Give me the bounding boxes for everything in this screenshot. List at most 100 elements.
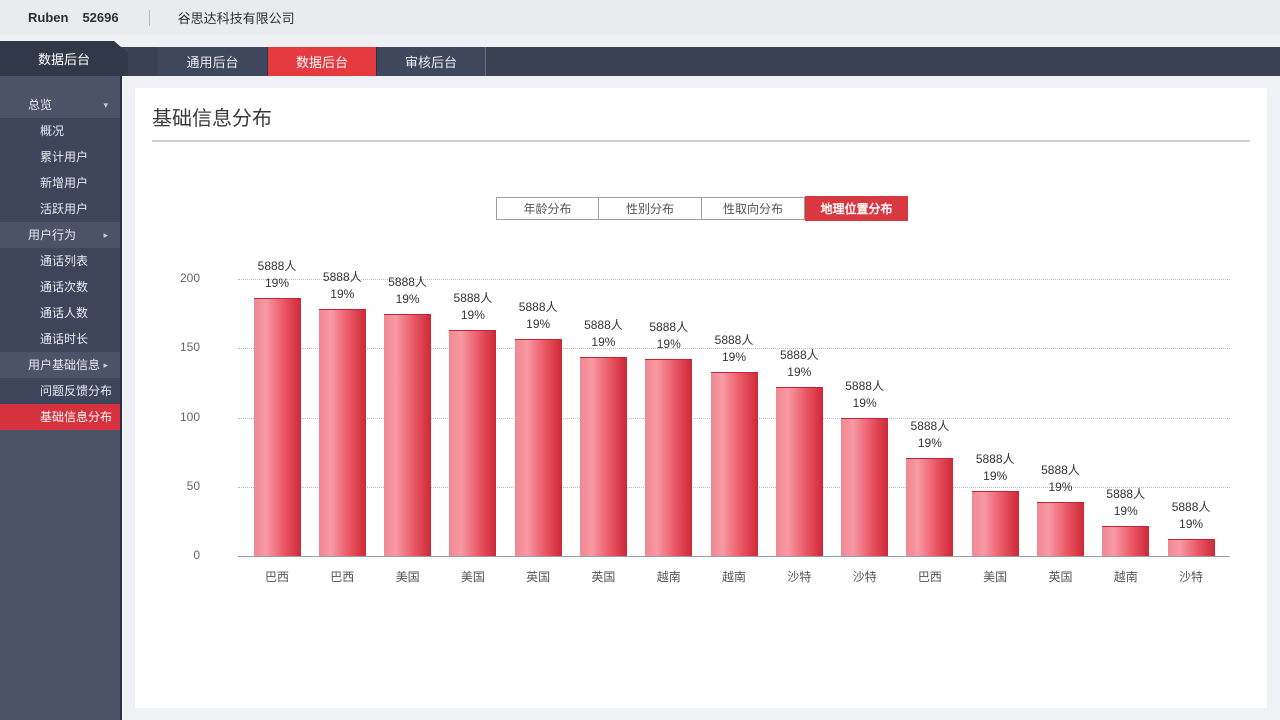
user-id: 52696: [82, 10, 119, 25]
bar[interactable]: [1102, 525, 1150, 556]
chevron-right-icon: ▸: [103, 360, 108, 370]
y-axis-tick-label: 50: [186, 478, 200, 493]
username: Ruben: [28, 10, 69, 25]
bar[interactable]: [645, 359, 693, 556]
chart-tab[interactable]: 性别分布: [599, 197, 702, 220]
bar-value-label: 5888人 19%: [498, 299, 578, 333]
sidebar-item[interactable]: 活跃用户: [0, 196, 120, 222]
sidebar-item[interactable]: 通话列表: [0, 248, 120, 274]
bar[interactable]: [579, 356, 627, 556]
x-axis-category-label: 英国: [1048, 570, 1073, 584]
bar-value-label: 5888人 19%: [563, 317, 643, 351]
sidebar-item[interactable]: 概况: [0, 118, 120, 144]
sidebar-item-label: 总览: [28, 98, 53, 112]
sidebar-item-label: 通话次数: [40, 280, 89, 294]
bar-count-label: 5888人: [322, 270, 362, 285]
bar-percent-label: 19%: [591, 334, 616, 349]
bar[interactable]: [449, 330, 497, 556]
x-axis-category-label: 沙特: [1179, 570, 1204, 584]
sidebar-item[interactable]: 总览 ▾: [0, 92, 120, 118]
chart-tab[interactable]: 地理位置分布: [805, 196, 908, 221]
bar[interactable]: [1036, 501, 1084, 556]
sidebar-item[interactable]: 新增用户: [0, 170, 120, 196]
company-name: 谷思达科技有限公司: [177, 11, 295, 26]
bar-count-label: 5888人: [257, 259, 297, 274]
bar-count-label: 5888人: [1106, 486, 1146, 501]
nav-tab[interactable]: 通用后台: [158, 47, 267, 76]
bar-percent-label: 19%: [787, 365, 812, 380]
bar-count-label: 5888人: [714, 332, 754, 347]
x-axis-category-label: 巴西: [330, 570, 355, 584]
chevron-right-icon: ▸: [103, 230, 108, 240]
gridline: [238, 279, 1230, 280]
bar-count-label: 5888人: [1171, 500, 1211, 515]
gridline: [238, 348, 1230, 350]
nav-tab[interactable]: 数据后台: [267, 47, 376, 76]
nav-tab[interactable]: 审核后台: [376, 47, 485, 76]
bar[interactable]: [906, 457, 954, 556]
x-axis-category-label: 巴西: [264, 570, 289, 584]
bar-percent-label: 19%: [526, 316, 551, 331]
bar-value-label: 5888人 19%: [825, 378, 905, 412]
y-axis-tick-label: 0: [193, 548, 200, 562]
sidebar-item[interactable]: 通话时长: [0, 326, 120, 352]
x-axis-category-label: 沙特: [787, 570, 812, 584]
x-axis-category-label: 巴西: [917, 570, 942, 584]
sidebar-item-label: 通话人数: [40, 306, 89, 320]
bar-percent-label: 19%: [722, 349, 747, 364]
x-axis-line: [238, 556, 1230, 557]
bar[interactable]: [1167, 539, 1215, 556]
bar[interactable]: [514, 338, 562, 556]
bar-count-label: 5888人: [1041, 462, 1080, 477]
sidebar-item[interactable]: 累计用户: [0, 144, 120, 170]
bar-count-label: 5888人: [910, 418, 950, 433]
sidebar: 总览 ▾ 概况 累计用户 新增用户 活跃用户 用户行为 ▸ 通话列表 通话次数 通话人数 通话时长 用户…: [0, 76, 122, 720]
bar-count-label: 5888人: [975, 451, 1015, 466]
bar-percent-label: 19%: [460, 308, 485, 323]
bar-value-label: 5888人 19%: [302, 269, 382, 303]
sidebar-item-label: 通话时长: [40, 332, 89, 346]
sidebar-item-label: 概况: [40, 124, 65, 138]
y-axis-tick-label: 150: [179, 340, 200, 355]
chart-tab[interactable]: 年龄分布: [496, 197, 599, 220]
bar[interactable]: [253, 298, 301, 556]
bar-value-label: 5888人 19%: [1086, 486, 1166, 520]
bar-percent-label: 19%: [983, 468, 1008, 483]
sidebar-item[interactable]: 通话次数: [0, 274, 120, 300]
bar-value-label: 5888人 19%: [759, 347, 839, 381]
bar[interactable]: [710, 371, 758, 556]
bar[interactable]: [318, 309, 366, 556]
bar-value-label: 5888人 19%: [368, 274, 448, 308]
bar-count-label: 5888人: [453, 291, 493, 306]
sidebar-item-label: 用户行为: [28, 228, 77, 242]
sidebar-item-label: 通话列表: [40, 254, 89, 268]
sidebar-item[interactable]: 基础信息分布: [0, 404, 120, 430]
bar[interactable]: [384, 313, 432, 556]
bar-count-label: 5888人: [518, 299, 558, 314]
bar-percent-label: 19%: [330, 287, 355, 302]
bar-percent-label: 19%: [656, 337, 681, 352]
bar-value-label: 5888人 19%: [1151, 499, 1231, 533]
sidebar-item[interactable]: 问题反馈分布: [0, 378, 120, 404]
sidebar-menu: 总览 ▾ 概况 累计用户 新增用户 活跃用户 用户行为 ▸ 通话列表 通话次数 通话人数 通话时长 用户…: [0, 92, 120, 430]
bar-chart: 0 50 100 150 200 5888人 19% 巴西 5888人 19% 巴西 5888人 19%…: [135, 88, 1267, 708]
bar-value-label: 5888人 19%: [955, 451, 1035, 485]
bar-count-label: 5888人: [845, 378, 884, 393]
sidebar-item[interactable]: 用户基础信息 ▸: [0, 352, 120, 378]
sidebar-item[interactable]: 通话人数: [0, 300, 120, 326]
bar-percent-label: 19%: [1179, 517, 1204, 532]
bar-percent-label: 19%: [395, 291, 420, 306]
bar-percent-label: 19%: [917, 435, 942, 450]
sidebar-item[interactable]: 用户行为 ▸: [0, 222, 120, 248]
sidebar-item-label: 问题反馈分布: [40, 384, 113, 398]
bar[interactable]: [971, 490, 1019, 556]
bar[interactable]: [841, 417, 889, 556]
x-axis-category-label: 英国: [526, 570, 551, 584]
x-axis-category-label: 美国: [460, 570, 485, 584]
chart-tabs: 年龄分布 性别分布 性取向分布 地理位置分布: [496, 196, 908, 221]
bar[interactable]: [775, 387, 823, 556]
chart-tab[interactable]: 性取向分布: [702, 197, 805, 220]
page-title: 基础信息分布: [152, 108, 272, 130]
bar-count-label: 5888人: [649, 320, 689, 335]
sidebar-item-label: 累计用户: [40, 150, 89, 164]
